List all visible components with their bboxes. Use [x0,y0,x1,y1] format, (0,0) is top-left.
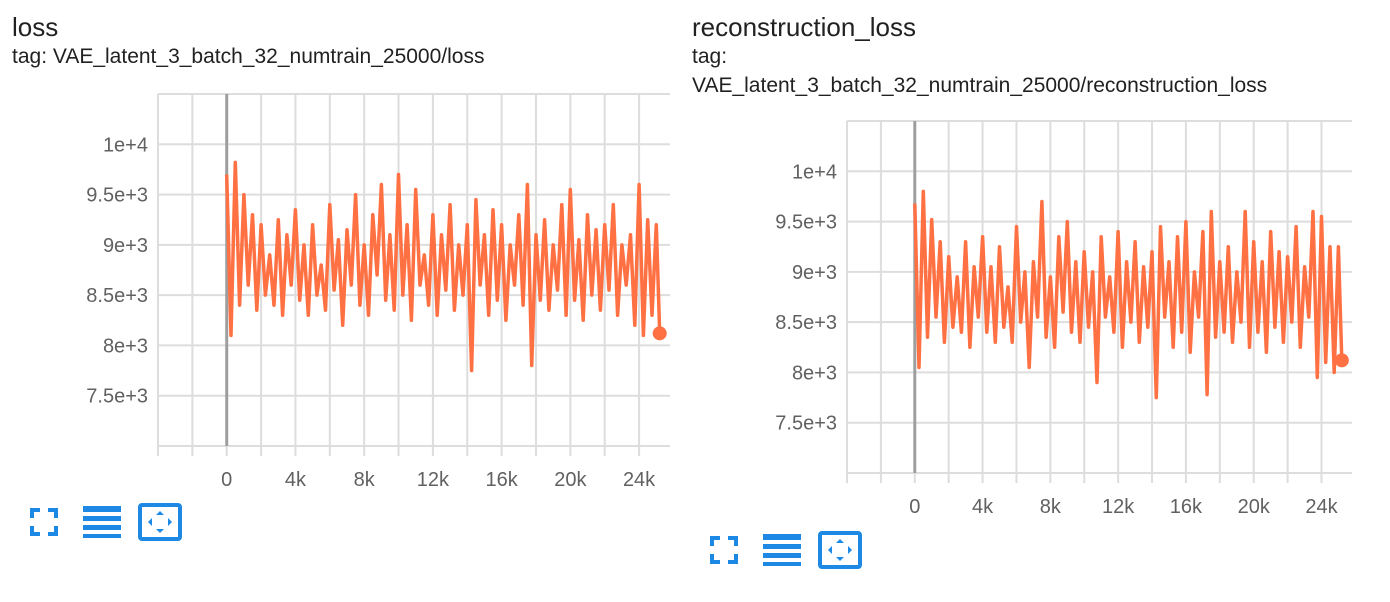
fullscreen-button[interactable] [22,503,66,541]
toggle-data-table-button[interactable] [760,531,804,569]
series-line [913,189,1344,400]
x-tick-label: 4k [285,469,307,491]
x-tick-label: 8k [354,469,376,491]
y-tick-label: 8e+3 [792,362,837,384]
chart-card-reconstruction-loss: reconstruction_loss tag: VAE_latent_3_ba… [692,0,1382,100]
x-tick-label: 4k [972,496,994,518]
data-table-icon [763,533,801,567]
chart-toolbar [702,531,876,569]
x-tick-label: 20k [554,469,587,491]
x-tick-label: 0 [221,469,232,491]
y-tick-label: 8.5e+3 [86,285,148,307]
y-tick-label: 9.5e+3 [86,185,148,207]
y-tick-label: 9e+3 [792,262,837,284]
data-table-icon [83,505,121,539]
line-chart-reconstruction-loss[interactable]: 1e+4 9.5e+3 9e+3 8.5e+3 8e+3 7.5e+3 0 4k 8k 12k 16… [680,0,1380,530]
tag-label: tag: [12,45,48,68]
card-tag: tag: VAE_latent_3_batch_32_numtrain_2500… [692,42,1382,100]
y-tick-label: 8.5e+3 [775,312,837,334]
y-tick-label: 9.5e+3 [775,212,837,234]
x-tick-label: 8k [1040,496,1062,518]
y-tick-label: 1e+4 [792,161,837,183]
fit-domain-button[interactable] [818,531,862,569]
last-point-marker [1334,353,1349,368]
toggle-data-table-button[interactable] [80,503,124,541]
series-line [224,160,662,373]
x-tick-label: 0 [909,496,920,518]
y-tick-label: 8e+3 [103,335,148,357]
x-tick-label: 24k [1305,496,1338,518]
y-tick-label: 9e+3 [103,235,148,257]
card-title: reconstruction_loss [692,12,916,42]
tag-value: VAE_latent_3_batch_32_numtrain_25000/los… [52,45,485,68]
fullscreen-icon [30,508,58,536]
card-tag: tag: VAE_latent_3_batch_32_numtrain_2500… [12,42,682,71]
x-tick-label: 16k [485,469,518,491]
x-tick-label: 12k [417,469,450,491]
y-tick-label: 1e+4 [103,134,148,156]
line-chart-loss[interactable]: 1e+4 9.5e+3 9e+3 8.5e+3 8e+3 7.5e+3 0 4k 8k 12k 16… [0,0,690,500]
tag-label: tag: [692,45,728,68]
y-tick-label: 7.5e+3 [775,413,837,435]
fit-domain-icon [818,531,862,569]
x-tick-label: 24k [623,469,656,491]
card-title: loss [12,12,59,42]
fullscreen-icon [710,536,738,564]
chart-toolbar [22,503,196,541]
x-tick-label: 12k [1102,496,1135,518]
chart-card-loss: loss tag: VAE_latent_3_batch_32_numtrain… [12,0,682,71]
tag-value: VAE_latent_3_batch_32_numtrain_25000/rec… [692,74,1268,97]
x-tick-label: 16k [1170,496,1203,518]
y-tick-label: 7.5e+3 [86,386,148,408]
fit-domain-icon [138,503,182,541]
last-point-marker [652,326,667,341]
x-tick-label: 20k [1238,496,1271,518]
fit-domain-button[interactable] [138,503,182,541]
fullscreen-button[interactable] [702,531,746,569]
